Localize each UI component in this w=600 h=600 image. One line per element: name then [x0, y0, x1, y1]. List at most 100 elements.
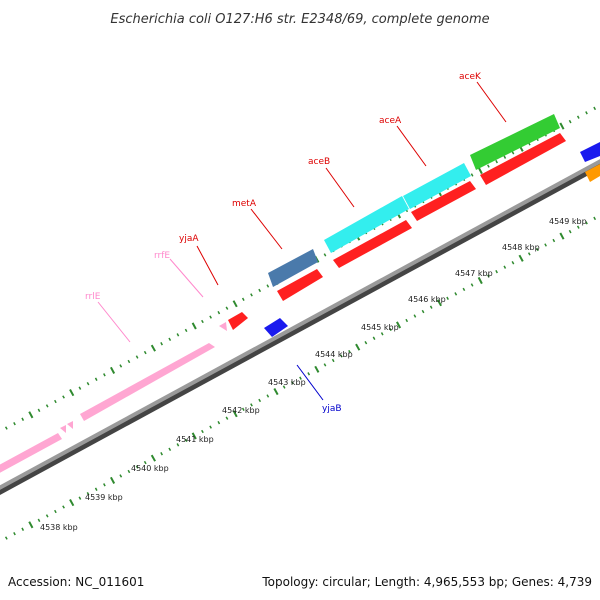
outer-ruler-tick	[225, 306, 229, 310]
aceA-cds	[411, 181, 476, 221]
gene-labels: rrlE rrfE yjaA metA aceB aceA aceK yjaB	[85, 72, 482, 414]
inner-ruler-tick	[429, 305, 433, 309]
genome-backbone	[0, 159, 600, 490]
scale-label: 4543 kbp	[268, 378, 306, 387]
scale-label: 4549 kbp	[549, 217, 587, 226]
inner-ruler-tick	[13, 532, 16, 536]
outer-ruler-tick	[94, 377, 98, 381]
scale-label: 4546 kbp	[408, 295, 446, 304]
outer-ruler-major-tick	[559, 122, 565, 130]
gene-label-yjaB: yjaB	[322, 404, 342, 414]
inner-ruler-tick	[348, 349, 351, 354]
inner-ruler-tick	[119, 474, 123, 478]
rrlE-feature	[0, 433, 62, 473]
inner-ruler-tick	[184, 438, 188, 443]
inner-ruler-tick	[4, 536, 8, 540]
inner-ruler-tick	[168, 447, 172, 451]
outer-ruler-major-tick	[191, 322, 197, 330]
inner-ruler-tick	[576, 225, 580, 229]
aceB-cds	[333, 220, 412, 268]
inner-ruler-major-tick	[273, 388, 279, 396]
inner-ruler-major-tick	[28, 521, 34, 529]
inner-ruler-tick	[405, 318, 409, 323]
edge-feature-blue	[580, 142, 600, 162]
inner-ruler-tick	[446, 296, 449, 300]
genome-backbone-shadow	[0, 162, 600, 495]
inner-ruler-major-tick	[559, 232, 565, 240]
gene-label-aceA: aceA	[379, 116, 402, 126]
outer-ruler-tick	[495, 159, 498, 164]
outer-ruler-tick	[86, 382, 90, 386]
inner-ruler-tick	[78, 496, 82, 500]
inner-ruler-major-tick	[355, 343, 361, 351]
inner-ruler-tick	[241, 407, 245, 411]
outer-ruler-tick	[217, 310, 221, 315]
inner-ruler-tick	[209, 425, 212, 429]
aceK-cds	[480, 133, 566, 185]
inner-ruler-tick	[380, 332, 384, 336]
rrfE-feature-a	[60, 425, 66, 433]
accession-text: Accession: NC_011601	[8, 575, 144, 589]
scale-label: 4544 kbp	[315, 350, 353, 359]
inner-ruler-major-tick	[314, 365, 320, 373]
rrlE-leader	[97, 301, 131, 343]
inner-ruler	[4, 216, 597, 540]
inner-ruler-tick	[143, 460, 147, 465]
scale-label: 4547 kbp	[455, 269, 493, 278]
outer-ruler-major-tick	[150, 344, 156, 352]
scale-label: 4545 kbp	[361, 323, 399, 332]
inner-ruler-major-tick	[396, 321, 402, 329]
outer-ruler-tick	[119, 364, 123, 368]
outer-ruler-major-tick	[69, 389, 75, 397]
inner-ruler-tick	[225, 416, 229, 420]
aceA-leader	[396, 125, 427, 167]
inner-ruler-major-tick	[69, 499, 75, 507]
gene-label-yjaA: yjaA	[179, 234, 199, 244]
inner-ruler-tick	[462, 287, 466, 292]
inner-ruler-tick	[585, 221, 588, 225]
outer-ruler-tick	[37, 408, 41, 413]
inner-ruler-tick	[372, 336, 376, 340]
inner-ruler-major-tick	[518, 254, 524, 262]
inner-ruler-tick	[37, 518, 41, 523]
outer-ruler-tick	[168, 337, 172, 341]
metA-cds	[277, 269, 323, 301]
outer-ruler-tick	[250, 293, 253, 297]
inner-ruler-tick	[552, 238, 556, 243]
outer-ruler-tick	[266, 284, 270, 288]
outer-ruler-major-tick	[110, 366, 116, 374]
outer-ruler-tick	[45, 404, 49, 408]
scale-label: 4538 kbp	[40, 523, 78, 532]
genome-stats-text: Topology: circular; Length: 4,965,553 bp…	[261, 575, 592, 589]
outer-ruler-major-tick	[28, 411, 34, 419]
inner-ruler-tick	[323, 363, 327, 367]
outer-ruler-tick	[487, 164, 490, 168]
edge-feature-orange	[585, 164, 600, 182]
inner-ruler-tick	[389, 327, 392, 332]
inner-ruler-tick	[536, 247, 539, 252]
inner-ruler-tick	[176, 443, 180, 447]
inner-ruler-tick	[568, 229, 572, 234]
reverse-features	[264, 318, 288, 337]
inner-ruler-major-tick	[477, 276, 483, 285]
outer-ruler-tick	[585, 111, 588, 115]
yjaA-feature	[228, 312, 248, 330]
gene-label-aceB: aceB	[308, 157, 330, 167]
outer-ruler-tick	[160, 342, 163, 346]
inner-ruler-tick	[258, 398, 262, 403]
outer-ruler-major-tick	[232, 300, 238, 308]
inner-ruler-tick	[160, 452, 163, 456]
outer-ruler-tick	[143, 350, 147, 355]
outer-ruler-tick	[576, 115, 580, 119]
inner-ruler-major-tick	[191, 432, 197, 440]
outer-ruler-tick	[323, 253, 327, 257]
inner-ruler-major-tick	[110, 476, 116, 484]
outer-ruler-tick	[593, 106, 597, 111]
aceB-leader	[325, 167, 355, 208]
inner-ruler-tick	[339, 354, 343, 358]
rrfE-feature-small	[219, 322, 227, 331]
inner-ruler-tick	[290, 381, 294, 385]
inner-ruler-major-tick	[436, 299, 442, 307]
inner-ruler-tick	[135, 465, 139, 469]
